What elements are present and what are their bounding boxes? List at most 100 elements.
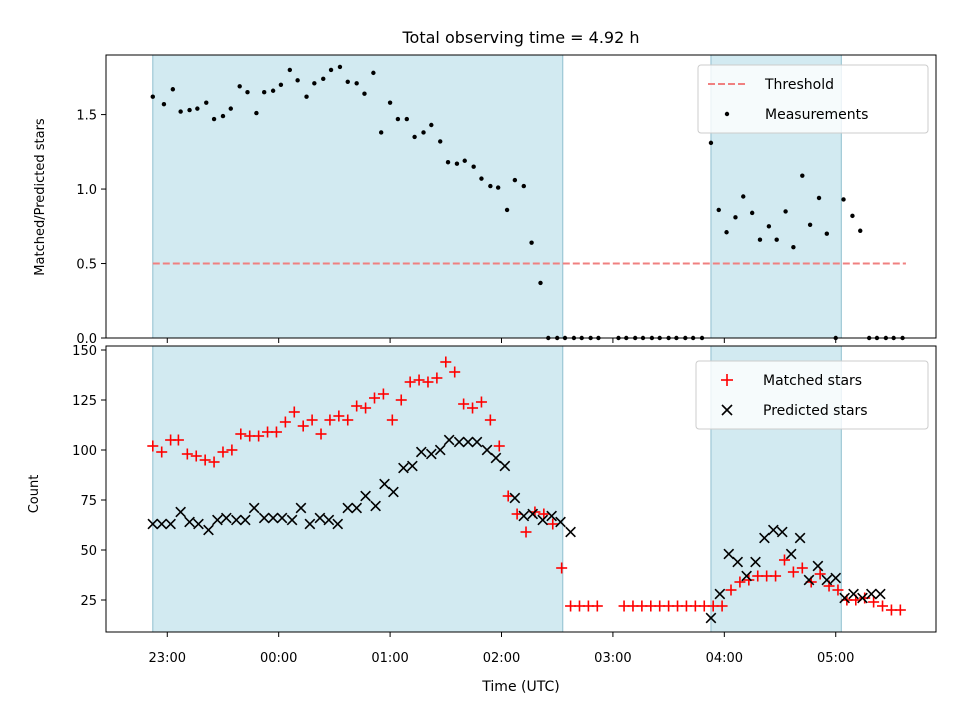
bottom-y-tick-label: 150 xyxy=(72,344,97,359)
predicted-star-point xyxy=(351,502,363,514)
matched-star-point xyxy=(156,446,168,458)
predicted-star-point xyxy=(767,524,779,536)
measurement-point xyxy=(404,116,410,122)
measurement-point xyxy=(454,161,460,166)
top-legend: Threshold Measurements xyxy=(697,64,929,134)
predicted-star-point xyxy=(732,556,744,568)
matched-star-point xyxy=(493,440,505,452)
predicted-star-point xyxy=(360,490,371,502)
top-legend-box xyxy=(697,64,929,134)
matched-star-point xyxy=(226,444,238,456)
top-y-axis-ticks: 0.0 0.5 1.0 1.5 xyxy=(76,109,106,347)
measurement-point xyxy=(395,116,401,122)
predicted-star-point xyxy=(537,514,549,526)
predicted-star-point xyxy=(332,518,344,530)
measurements-series xyxy=(150,64,905,341)
top-x-axis-ticks xyxy=(166,338,837,343)
matched-star-point xyxy=(440,356,452,368)
matched-star-point xyxy=(147,440,159,452)
predicted-star-point xyxy=(220,512,232,524)
predicted-star-point xyxy=(857,592,868,604)
predicted-star-point xyxy=(425,448,437,460)
measurement-point xyxy=(807,222,813,227)
predicted-star-point xyxy=(509,492,521,504)
predicted-star-point xyxy=(830,572,842,584)
bottom-shaded-region xyxy=(152,345,564,633)
matched-star-point xyxy=(270,426,282,438)
matched-star-point xyxy=(253,430,265,442)
matched-star-point xyxy=(734,576,746,588)
measurement-point xyxy=(211,116,217,122)
matched-star-point xyxy=(217,446,229,458)
predicted-star-point xyxy=(415,446,427,458)
predicted-star-point xyxy=(407,460,418,472)
matched-star-point xyxy=(458,398,470,410)
top-y-tick-label: 0.5 xyxy=(76,258,97,273)
measurement-point xyxy=(495,185,501,190)
matched-star-point xyxy=(368,392,380,404)
predicted-star-point xyxy=(490,452,502,464)
predicted-star-point xyxy=(546,510,558,522)
measurement-point xyxy=(429,122,434,128)
predicted-stars-series xyxy=(147,434,886,624)
measurement-point xyxy=(538,280,543,286)
predicted-star-point xyxy=(794,532,806,544)
predicted-star-point xyxy=(314,512,326,524)
measurement-point xyxy=(816,195,822,201)
predicted-star-point xyxy=(147,518,159,530)
predicted-star-point xyxy=(750,556,761,568)
matched-star-point xyxy=(832,584,844,596)
measurement-point xyxy=(421,130,426,135)
measurement-point xyxy=(741,194,746,199)
predicted-star-point xyxy=(230,514,242,526)
predicted-star-point xyxy=(714,588,726,600)
matched-star-point xyxy=(315,428,327,440)
predicted-star-point xyxy=(705,612,717,624)
top-y-tick-label: 0.0 xyxy=(76,332,97,347)
predicted-star-point xyxy=(342,502,354,514)
matched-star-point xyxy=(725,584,737,596)
measurement-point xyxy=(387,100,393,105)
measurement-point xyxy=(783,209,788,214)
measurement-point xyxy=(195,106,200,111)
predicted-stars-legend-icon xyxy=(721,404,733,416)
matched-star-point xyxy=(235,428,247,440)
predicted-star-point xyxy=(812,560,824,572)
x-tick-label: 05:00 xyxy=(817,651,854,666)
predicted-star-point xyxy=(388,486,399,498)
predicted-star-point xyxy=(565,526,576,538)
matched-star-point xyxy=(743,574,755,586)
top-shaded-region xyxy=(152,54,564,339)
measurement-point xyxy=(371,70,376,76)
measurement-point xyxy=(354,81,359,86)
bottom-y-tick-label: 50 xyxy=(80,544,97,559)
measurement-point xyxy=(270,88,276,93)
measurement-point xyxy=(204,100,209,105)
measurement-point xyxy=(328,67,334,73)
measurement-point xyxy=(362,91,367,96)
measurement-point xyxy=(438,139,443,144)
measurement-point xyxy=(170,87,176,92)
predicted-star-point xyxy=(527,508,539,520)
predicted-star-point xyxy=(165,518,176,530)
matched-star-point xyxy=(877,600,889,612)
predicted-star-point xyxy=(453,436,465,448)
predicted-star-point xyxy=(866,588,877,600)
measurement-point xyxy=(774,237,779,242)
top-plot-frame xyxy=(105,54,937,339)
matched-star-point xyxy=(324,414,336,426)
matched-star-point xyxy=(342,414,354,426)
measurement-point xyxy=(445,160,451,165)
measurement-point xyxy=(800,173,805,178)
matched-stars-legend-icon xyxy=(721,374,733,386)
measurement-point xyxy=(521,183,526,189)
predicted-star-point xyxy=(759,532,770,544)
predicted-star-point xyxy=(499,460,511,472)
matched-star-point xyxy=(306,414,318,426)
predicted-star-point xyxy=(276,512,288,524)
matched-star-point xyxy=(484,414,496,426)
predicted-star-point xyxy=(848,588,859,600)
bottom-y-tick-label: 75 xyxy=(80,494,97,509)
matched-star-point xyxy=(787,566,799,578)
